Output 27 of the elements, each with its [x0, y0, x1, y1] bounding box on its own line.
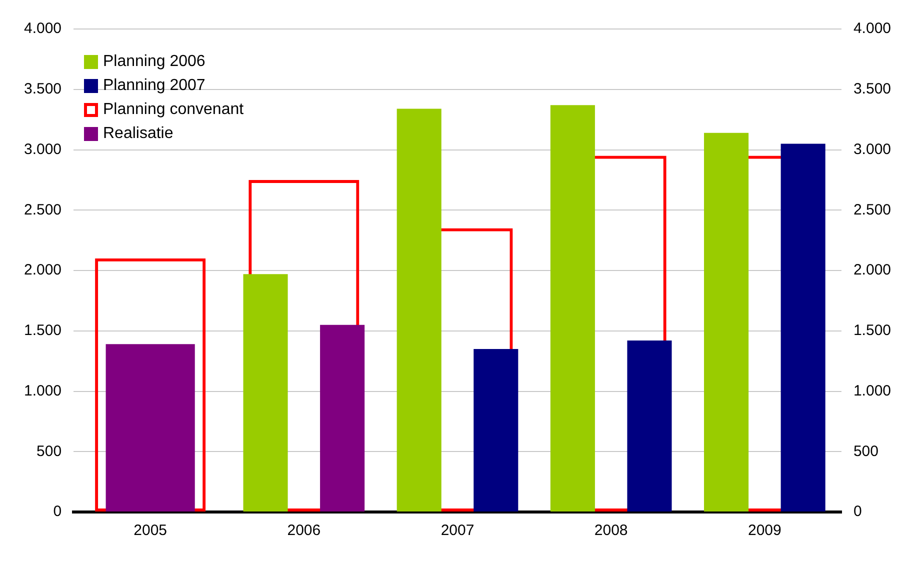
- x-tick-label: 2006: [287, 522, 321, 540]
- y-tick-label: 1.000: [24, 382, 62, 400]
- y2-tick-label: 2.000: [853, 262, 892, 279]
- legend-label: Realisatie: [103, 124, 174, 144]
- y2-tick-label: 0: [853, 503, 862, 520]
- x-tick-label: 2007: [440, 522, 474, 540]
- y2-tick-label: 2.500: [853, 201, 892, 218]
- legend-label: Planning 2006: [103, 52, 206, 72]
- y-tick-label: 500: [36, 442, 62, 460]
- y2-tick-label: 1.000: [853, 382, 892, 400]
- x-tick-label: 2005: [134, 522, 168, 540]
- y-tick-label: 2.000: [24, 262, 62, 279]
- x-tick-label: 2008: [594, 522, 628, 540]
- y-tick-label: 3.000: [24, 140, 62, 158]
- legend-label: Planning 2007: [103, 76, 206, 96]
- y-tick-label: 2.500: [24, 201, 62, 218]
- y-tick-label: 0: [53, 503, 62, 520]
- legend-label: Planning convenant: [103, 100, 244, 120]
- y2-tick-label: 4.000: [853, 20, 892, 38]
- y2-tick-label: 1.500: [853, 322, 892, 340]
- x-tick-label: 2009: [748, 522, 782, 540]
- y2-tick-label: 500: [853, 442, 878, 460]
- y2-tick-label: 3.000: [853, 140, 892, 158]
- y2-tick-label: 3.500: [853, 80, 892, 98]
- y-tick-label: 4.000: [24, 20, 62, 38]
- y-tick-label: 3.500: [24, 80, 62, 98]
- y-tick-label: 1.500: [24, 322, 62, 340]
